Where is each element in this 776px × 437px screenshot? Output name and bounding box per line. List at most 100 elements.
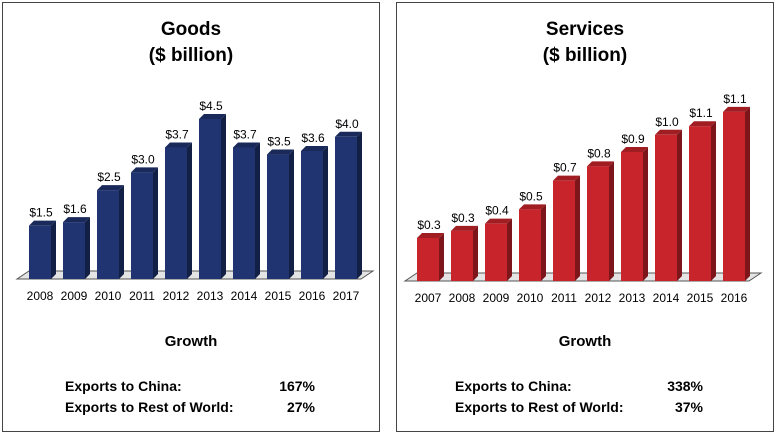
bar-side bbox=[187, 142, 192, 279]
bar bbox=[29, 220, 56, 279]
bar-side bbox=[541, 204, 546, 281]
x-tick-label: 2010 bbox=[95, 289, 122, 303]
data-label: $2.5 bbox=[97, 170, 121, 184]
bar bbox=[451, 225, 478, 281]
bar-front bbox=[689, 126, 711, 281]
data-label: $0.8 bbox=[587, 146, 611, 160]
x-tick-label: 2014 bbox=[653, 291, 680, 305]
bar bbox=[301, 146, 328, 279]
bar-side bbox=[221, 114, 226, 279]
bar-side bbox=[677, 129, 682, 281]
bar bbox=[335, 131, 362, 279]
bar-front bbox=[485, 223, 507, 281]
growth-value: 37% bbox=[674, 399, 703, 415]
growth-value: 338% bbox=[667, 378, 703, 394]
bar-front bbox=[553, 180, 575, 281]
bar bbox=[519, 204, 546, 281]
services-bar-chart: $0.3 2007 $0.3 2008 $0.4 2009 $0.5 2010 $0.7 2011… bbox=[403, 92, 763, 305]
x-tick-label: 2014 bbox=[231, 289, 258, 303]
bar-top bbox=[417, 233, 444, 238]
data-label: $1.1 bbox=[689, 106, 713, 120]
bar-top bbox=[655, 129, 682, 135]
data-label: $3.7 bbox=[165, 127, 189, 141]
data-label: $4.0 bbox=[335, 117, 359, 131]
bar-front bbox=[587, 166, 609, 281]
bar-front bbox=[165, 147, 187, 279]
x-tick-label: 2009 bbox=[61, 289, 88, 303]
bar-side bbox=[85, 217, 90, 279]
data-label: $3.7 bbox=[233, 127, 257, 141]
bar-side bbox=[745, 106, 750, 281]
bar-side bbox=[289, 149, 294, 279]
growth-value: 167% bbox=[279, 378, 315, 394]
bar-top bbox=[97, 185, 124, 191]
data-label: $1.6 bbox=[63, 202, 87, 216]
bar bbox=[587, 161, 614, 281]
services-chart-panel: Services ($ billion) $0.3 2007 $0.3 2008 $0.… bbox=[396, 2, 774, 432]
x-tick-label: 2008 bbox=[449, 291, 476, 305]
bar-side bbox=[643, 147, 648, 281]
bar-top bbox=[199, 114, 226, 119]
bar bbox=[63, 217, 90, 279]
bar-front bbox=[267, 154, 289, 279]
bar bbox=[165, 142, 192, 279]
data-label: $0.5 bbox=[519, 189, 543, 203]
bar-front bbox=[621, 152, 643, 281]
x-tick-label: 2011 bbox=[551, 291, 577, 305]
growth-label: Exports to Rest of World: bbox=[65, 399, 234, 415]
data-label: $3.5 bbox=[267, 135, 291, 149]
data-label: $0.4 bbox=[485, 204, 509, 218]
bar bbox=[417, 233, 444, 281]
bar-front bbox=[199, 119, 221, 279]
bar-side bbox=[323, 146, 328, 279]
bar-side bbox=[439, 233, 444, 281]
bar-top bbox=[485, 218, 512, 224]
data-label: $3.6 bbox=[301, 131, 325, 145]
bar-front bbox=[451, 230, 473, 281]
chart-subtitle: ($ billion) bbox=[148, 45, 234, 66]
bar-top bbox=[587, 161, 614, 167]
bar-side bbox=[575, 175, 580, 281]
bar-top bbox=[519, 204, 546, 210]
bar bbox=[267, 149, 294, 279]
data-label: $1.1 bbox=[723, 92, 747, 106]
bar-top bbox=[165, 142, 192, 148]
x-tick-label: 2013 bbox=[619, 291, 646, 305]
chart-title: Services bbox=[545, 19, 625, 40]
bar-top bbox=[723, 106, 750, 112]
x-tick-label: 2013 bbox=[197, 289, 224, 303]
bar-top bbox=[689, 121, 716, 127]
bar-front bbox=[723, 111, 745, 281]
bar-side bbox=[473, 225, 478, 281]
bar-top bbox=[451, 225, 478, 231]
bar-side bbox=[711, 121, 716, 281]
bar bbox=[131, 167, 158, 279]
bar-side bbox=[153, 167, 158, 279]
bar-side bbox=[357, 131, 362, 279]
bar-top bbox=[29, 220, 56, 226]
bar-top bbox=[301, 146, 328, 151]
bar bbox=[689, 121, 716, 281]
x-tick-label: 2007 bbox=[415, 291, 442, 305]
bar-top bbox=[335, 131, 362, 137]
chart-title: Goods bbox=[160, 19, 222, 40]
goods-chart-panel: Goods ($ billion) $1.5 2008 $1.6 2009 $2.5 20… bbox=[2, 2, 380, 432]
data-label: $0.9 bbox=[621, 132, 645, 146]
x-tick-label: 2012 bbox=[585, 291, 612, 305]
x-tick-label: 2009 bbox=[483, 291, 510, 305]
bar-front bbox=[417, 238, 439, 281]
bar-side bbox=[609, 161, 614, 281]
growth-label: Exports to China: bbox=[455, 378, 572, 394]
bar-front bbox=[655, 134, 677, 281]
bar-side bbox=[119, 185, 124, 279]
bar-side bbox=[51, 220, 56, 279]
data-label: $0.7 bbox=[553, 161, 577, 175]
bar bbox=[723, 106, 750, 281]
growth-label: Exports to Rest of World: bbox=[455, 399, 624, 415]
growth-label: Exports to China: bbox=[65, 378, 182, 394]
bar bbox=[655, 129, 682, 281]
bar bbox=[621, 147, 648, 281]
data-label: $0.3 bbox=[451, 211, 475, 225]
x-tick-label: 2008 bbox=[27, 289, 54, 303]
bar-top bbox=[233, 142, 260, 148]
